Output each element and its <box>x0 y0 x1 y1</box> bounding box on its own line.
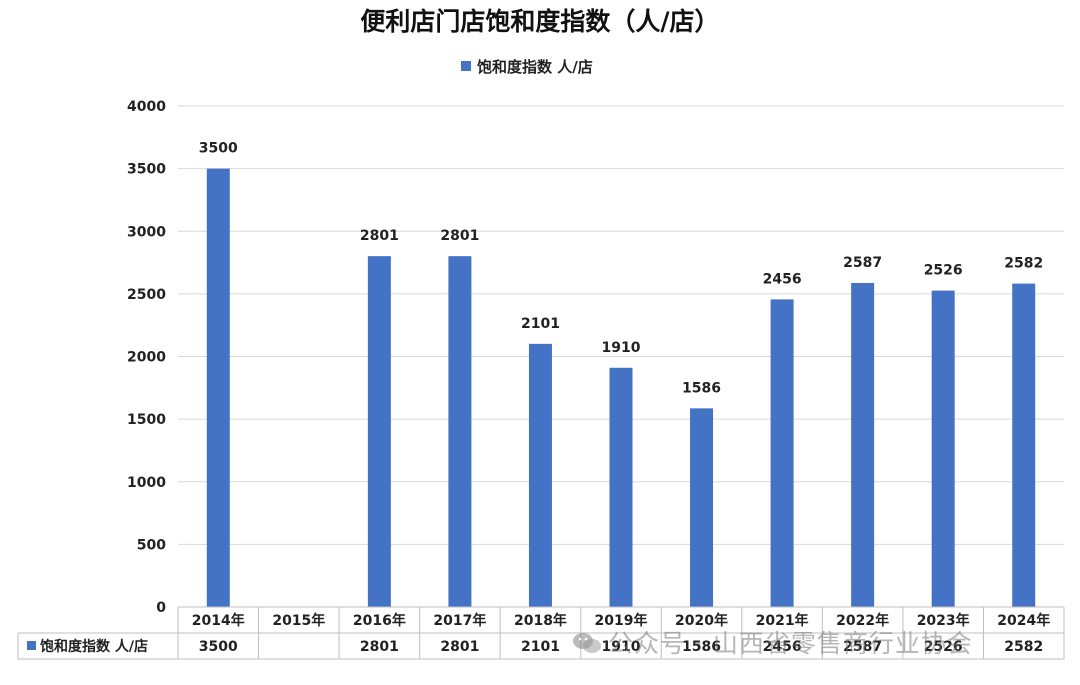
y-tick-label: 1500 <box>127 412 166 428</box>
legend: 饱和度指数 人/店 <box>461 58 593 76</box>
data-table: 2014年 3500 2015年 2016年 2801 2017年 2801 2018年 210… <box>17 606 1065 660</box>
data-label: 1910 <box>602 340 641 356</box>
bar <box>448 256 472 607</box>
legend-label: 饱和度指数 人/店 <box>477 58 593 76</box>
y-tick-label: 500 <box>137 537 166 553</box>
legend-swatch <box>461 61 471 71</box>
data-label: 2526 <box>924 263 963 279</box>
bar <box>1012 283 1036 607</box>
bar <box>931 290 955 607</box>
data-label: 2582 <box>1004 256 1043 272</box>
x-tick-label: 2022年 <box>836 612 889 629</box>
data-labels: 3500 2801 2801 2101 1910 1586 2456 2587 2526 2582 <box>199 141 1043 397</box>
data-label: 1586 <box>682 380 721 396</box>
y-tick-label: 4000 <box>127 99 166 115</box>
y-tick-label: 1000 <box>127 475 166 491</box>
gridlines <box>178 105 1064 608</box>
data-label: 2456 <box>763 271 802 287</box>
y-tick-label: 3000 <box>127 224 166 240</box>
x-tick-label: 2018年 <box>514 612 567 629</box>
table-legend-swatch <box>27 641 36 650</box>
chart-title: 便利店门店饱和度指数（人/店） <box>360 7 719 36</box>
table-cell: 2801 <box>360 639 399 655</box>
table-series-name: 饱和度指数 人/店 <box>40 638 148 655</box>
data-label: 2801 <box>360 228 399 244</box>
x-tick-label: 2020年 <box>675 612 728 629</box>
y-tick-label: 0 <box>156 600 166 616</box>
bar <box>206 168 230 607</box>
bar <box>690 408 714 607</box>
y-tick-label: 3500 <box>127 162 166 178</box>
data-label: 2587 <box>843 255 882 271</box>
x-tick-label: 2015年 <box>272 612 325 629</box>
x-tick-label: 2016年 <box>353 612 406 629</box>
x-tick-label: 2017年 <box>433 612 486 629</box>
x-tick-label: 2023年 <box>917 612 970 629</box>
bar <box>851 282 875 607</box>
x-tick-label: 2014年 <box>192 612 245 629</box>
table-cell: 2587 <box>843 639 882 655</box>
table-cell: 2801 <box>440 639 479 655</box>
y-axis: 0 500 1000 1500 2000 2500 3000 3500 4000 <box>127 99 166 616</box>
bars <box>206 168 1036 607</box>
table-cell: 1910 <box>602 639 641 655</box>
y-tick-label: 2500 <box>127 287 166 303</box>
data-label: 2801 <box>440 228 479 244</box>
table-cell: 2526 <box>924 639 963 655</box>
x-tick-label: 2019年 <box>595 612 648 629</box>
data-label: 2101 <box>521 316 560 332</box>
table-cell: 2101 <box>521 639 560 655</box>
data-label: 3500 <box>199 141 238 157</box>
bar <box>528 343 552 607</box>
x-tick-label: 2021年 <box>756 612 809 629</box>
table-cell: 2456 <box>763 639 802 655</box>
bar <box>609 367 633 607</box>
table-cell: 2582 <box>1004 639 1043 655</box>
bar <box>770 299 794 607</box>
y-tick-label: 2000 <box>127 350 166 366</box>
table-cell: 3500 <box>199 639 238 655</box>
x-tick-label: 2024年 <box>997 612 1050 629</box>
bar <box>367 256 391 607</box>
table-cell: 1586 <box>682 639 721 655</box>
